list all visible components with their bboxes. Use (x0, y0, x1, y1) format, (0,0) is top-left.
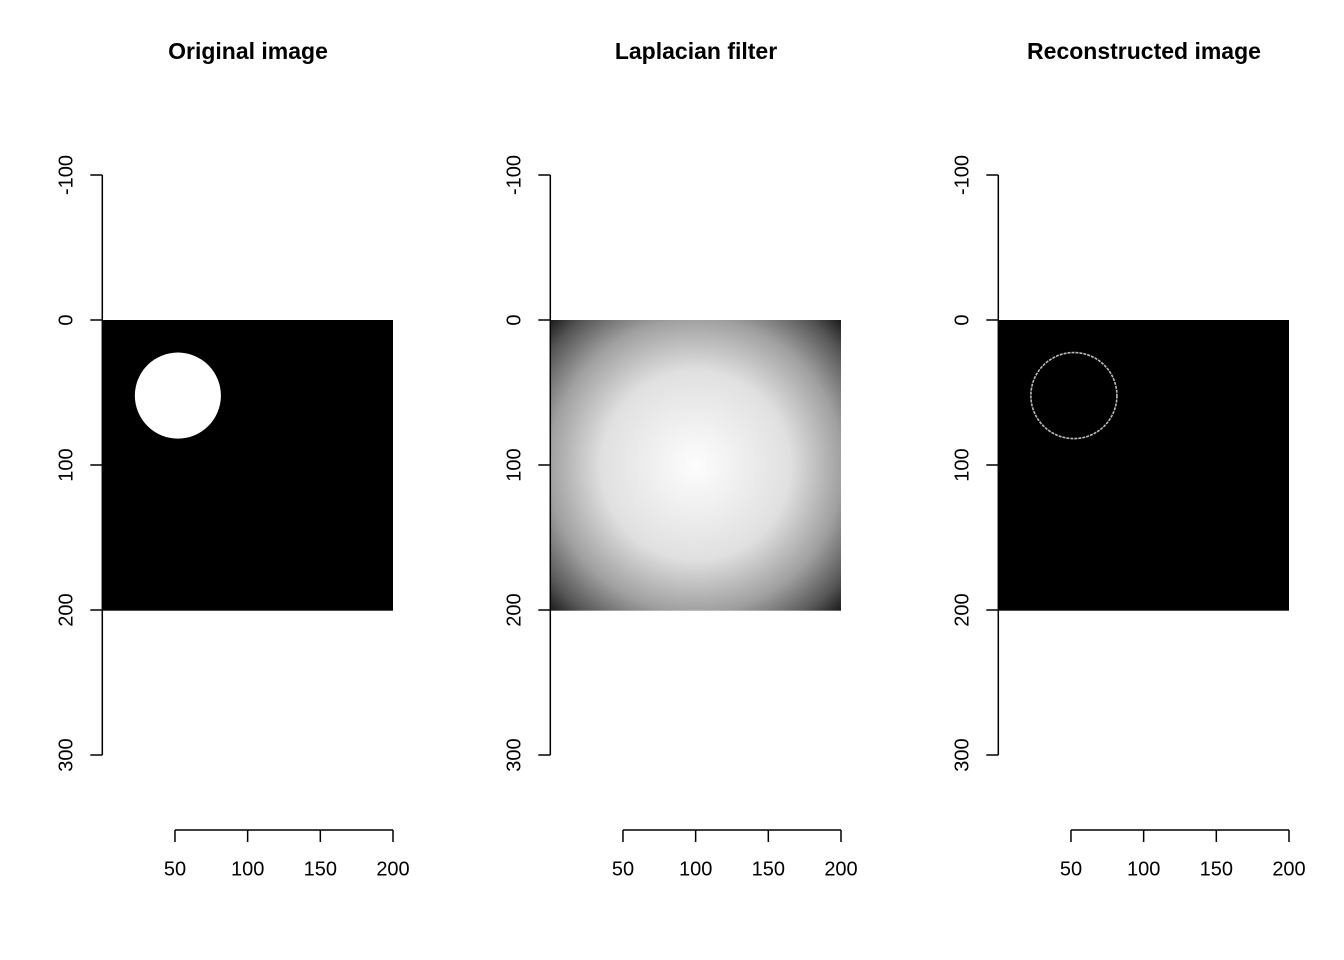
x-tick-label: 150 (752, 858, 785, 880)
y-tick-label: 100 (55, 448, 77, 481)
x-tick-label: 150 (304, 858, 337, 880)
y-tick-label: 0 (951, 314, 973, 325)
disc (134, 352, 221, 439)
y-tick-label: 0 (55, 314, 77, 325)
y-tick-label: -100 (55, 155, 77, 195)
x-tick-label: 200 (1272, 858, 1305, 880)
x-tick-label: 50 (1060, 858, 1082, 880)
y-tick-label: 200 (951, 593, 973, 626)
chart-title: Original image (168, 38, 328, 64)
x-tick-label: 200 (824, 858, 857, 880)
y-tick-label: 0 (503, 314, 525, 325)
chart-title: Reconstructed image (1027, 38, 1261, 64)
panel: Laplacian filter -100 0 100 200 300 50 100 150 20… (503, 38, 857, 880)
y-tick-label: 300 (951, 738, 973, 771)
panel: Reconstructed image -100 0 100 200 300 50 100 15… (951, 38, 1305, 880)
y-tick-label: -100 (503, 155, 525, 195)
x-tick-label: 150 (1200, 858, 1233, 880)
chart-title: Laplacian filter (615, 38, 777, 64)
ring (1030, 351, 1118, 440)
y-tick-label: 100 (503, 448, 525, 481)
panel: Original image -100 0 100 200 300 50 100 150 200 (55, 38, 409, 880)
x-tick-label: 200 (376, 858, 409, 880)
image (998, 320, 1289, 611)
x-tick-label: 100 (1127, 858, 1160, 880)
x-tick-label: 50 (612, 858, 634, 880)
y-tick-label: -100 (951, 155, 973, 195)
x-tick-label: 100 (231, 858, 264, 880)
x-tick-label: 100 (679, 858, 712, 880)
y-tick-label: 300 (503, 738, 525, 771)
y-tick-label: 200 (503, 593, 525, 626)
image (102, 320, 394, 611)
y-tick-label: 100 (951, 448, 973, 481)
y-tick-label: 200 (55, 593, 77, 626)
image (550, 320, 841, 611)
x-tick-label: 50 (164, 858, 186, 880)
y-tick-label: 300 (55, 738, 77, 771)
